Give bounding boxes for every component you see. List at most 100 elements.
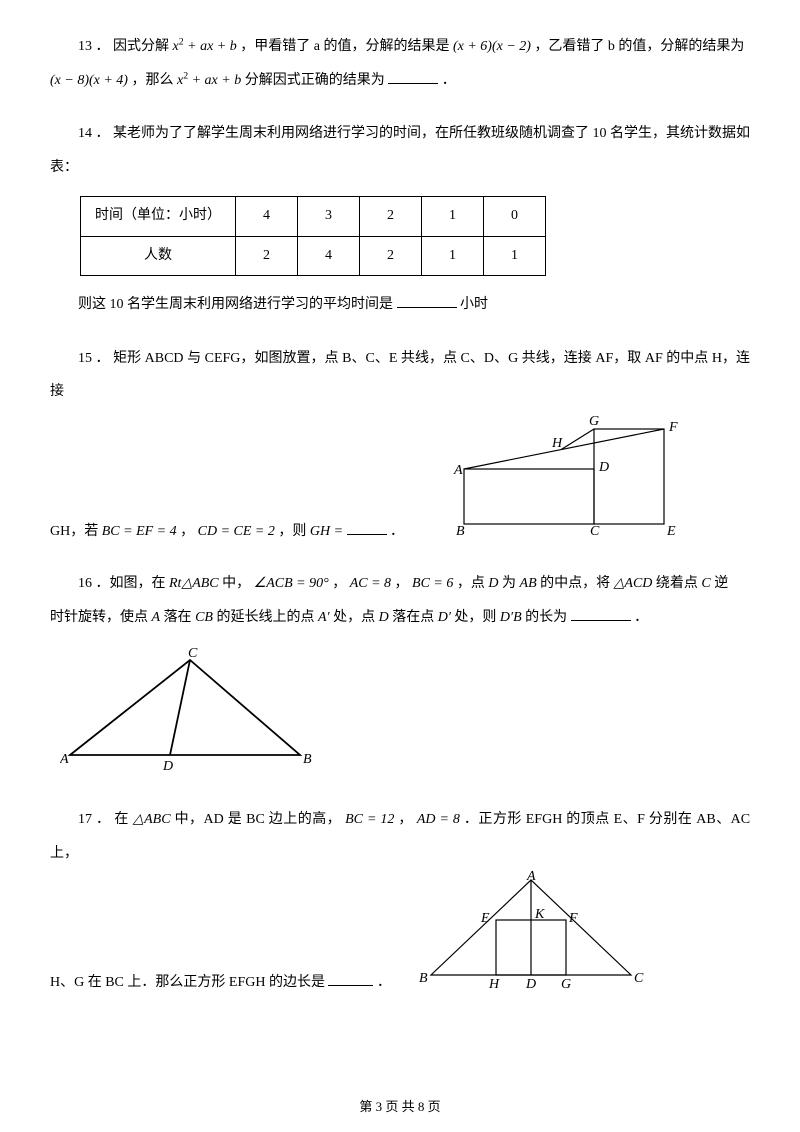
q17-num: 17 bbox=[78, 812, 92, 827]
svg-text:C: C bbox=[590, 524, 600, 539]
q14-line1: 14 ． 某老师为了了解学生周末利用网络进行学习的时间，在所任教班级随机调查了 … bbox=[50, 117, 750, 184]
table-cell: 1 bbox=[484, 236, 546, 275]
q15-t3: ， bbox=[180, 524, 194, 539]
q13-t4: ，那么 bbox=[131, 73, 177, 88]
q16-e11: A′ bbox=[318, 610, 330, 625]
svg-text:E: E bbox=[480, 911, 490, 926]
q17-svg: A B C D E F G H K bbox=[411, 870, 651, 990]
q13-t3: ，乙看错了 b 的值，分解的结果为 bbox=[534, 39, 744, 54]
svg-text:B: B bbox=[419, 971, 428, 986]
question-16: 16 ．如图，在 Rt△ABC 中， ∠ACB = 90° ， AC = 8 ，… bbox=[50, 567, 750, 783]
q14-blank[interactable] bbox=[397, 294, 457, 308]
table-cell: 1 bbox=[422, 236, 484, 275]
q13-expr2: (x + 6)(x − 2) bbox=[453, 39, 531, 54]
q15-blank[interactable] bbox=[347, 521, 387, 535]
q17-flex: H、G 在 BC 上．那么正方形 EFGH 的边长是 ． A B C D E F… bbox=[50, 870, 750, 998]
q13-t5: 分解因式正确的结果为 bbox=[245, 73, 385, 88]
question-15: 15 ． 矩形 ABCD 与 CEFG，如图放置，点 B、C、E 共线，点 C、… bbox=[50, 342, 750, 548]
table-cell: 4 bbox=[236, 197, 298, 236]
table-cell: 2 bbox=[360, 236, 422, 275]
svg-text:B: B bbox=[456, 524, 465, 539]
q14-table: 时间（单位：小时） 4 3 2 1 0 人数 2 4 2 1 1 bbox=[80, 196, 546, 276]
q15-flex: GH，若 BC = EF = 4 ， CD = CE = 2 ，则 GH = ．… bbox=[50, 409, 750, 547]
table-cell: 4 bbox=[298, 236, 360, 275]
q13-t1: ． 因式分解 bbox=[96, 39, 170, 54]
q14-t1: ． 某老师为了了解学生周末利用网络进行学习的时间，在所任教班级随机调查了 10 … bbox=[50, 126, 750, 175]
table-cell: 2 bbox=[236, 236, 298, 275]
q17-blank[interactable] bbox=[328, 972, 373, 986]
q16-e3: AC = 8 bbox=[350, 576, 391, 591]
svg-text:G: G bbox=[561, 977, 571, 990]
q16-t6: 为 bbox=[502, 576, 516, 591]
q13-t2: ，甲看错了 a 的值，分解的结果是 bbox=[240, 39, 449, 54]
svg-text:A: A bbox=[526, 870, 536, 884]
q16-e6: AB bbox=[520, 576, 537, 591]
q15-figure: A B C D E F G H bbox=[434, 409, 694, 547]
svg-text:C: C bbox=[188, 646, 198, 661]
table-row-label: 人数 bbox=[81, 236, 236, 275]
q16-t8: 绕着点 bbox=[656, 576, 698, 591]
question-17: 17 ． 在 △ABC 中，AD 是 BC 边上的高， BC = 12 ， AD… bbox=[50, 803, 750, 999]
q17-line1: 17 ． 在 △ABC 中，AD 是 BC 边上的高， BC = 12 ， AD… bbox=[50, 803, 750, 870]
q16-e5: D bbox=[488, 576, 498, 591]
q17-e3: AD = 8 bbox=[417, 812, 460, 827]
table-header: 时间（单位：小时） bbox=[81, 197, 236, 236]
q16-t10: 时针旋转，使点 bbox=[50, 610, 148, 625]
table-row: 人数 2 4 2 1 1 bbox=[81, 236, 546, 275]
q16-figure: A B C D bbox=[60, 645, 320, 783]
svg-text:B: B bbox=[303, 752, 312, 767]
q17-t2: 中，AD 是 BC 边上的高， bbox=[175, 812, 342, 827]
q15-text-part: GH，若 BC = EF = 4 ， CD = CE = 2 ，则 GH = ． bbox=[50, 517, 404, 548]
q17-text-part: H、G 在 BC 上．那么正方形 EFGH 的边长是 ． bbox=[50, 968, 391, 999]
q17-t6: ． bbox=[377, 975, 391, 990]
table-cell: 1 bbox=[422, 197, 484, 236]
q13-expr3: (x − 8)(x + 4) bbox=[50, 73, 128, 88]
q16-t5: ，点 bbox=[457, 576, 485, 591]
q16-e10: CB bbox=[195, 610, 213, 625]
q15-svg: A B C D E F G H bbox=[434, 409, 694, 539]
svg-text:H: H bbox=[551, 436, 563, 451]
svg-text:F: F bbox=[668, 420, 678, 435]
q17-t3: ， bbox=[398, 812, 412, 827]
table-cell: 0 bbox=[484, 197, 546, 236]
table-cell: 2 bbox=[360, 197, 422, 236]
q15-t4: ，则 bbox=[278, 524, 306, 539]
q16-t4: ， bbox=[395, 576, 409, 591]
q16-t13: 处，点 bbox=[333, 610, 375, 625]
q16-e8: C bbox=[701, 576, 710, 591]
svg-text:K: K bbox=[534, 907, 545, 922]
q17-e2: BC = 12 bbox=[345, 812, 394, 827]
q16-t2: 中， bbox=[222, 576, 250, 591]
q17-t5: H、G 在 BC 上．那么正方形 EFGH 的边长是 bbox=[50, 975, 325, 990]
svg-text:C: C bbox=[634, 971, 644, 986]
q16-line1: 16 ．如图，在 Rt△ABC 中， ∠ACB = 90° ， AC = 8 ，… bbox=[50, 567, 750, 601]
q16-t3: ， bbox=[332, 576, 346, 591]
svg-text:G: G bbox=[589, 414, 599, 429]
svg-text:D: D bbox=[525, 977, 536, 990]
svg-text:D: D bbox=[598, 460, 609, 475]
q16-e14: D′B bbox=[500, 610, 522, 625]
q16-e4: BC = 6 bbox=[412, 576, 453, 591]
q15-t2: GH，若 bbox=[50, 524, 98, 539]
q15-num: 15 bbox=[78, 351, 92, 366]
svg-text:F: F bbox=[568, 911, 578, 926]
svg-text:D: D bbox=[162, 759, 173, 774]
q16-blank[interactable] bbox=[571, 607, 631, 621]
q16-t16: 的长为 bbox=[525, 610, 567, 625]
q16-num: 16 bbox=[78, 576, 92, 591]
q16-e9: A bbox=[152, 610, 161, 625]
q13-blank[interactable] bbox=[388, 70, 438, 84]
q16-e1: Rt△ABC bbox=[169, 576, 219, 591]
question-13: 13 ． 因式分解 x2 + ax + b ，甲看错了 a 的值，分解的结果是 … bbox=[50, 30, 750, 97]
q16-svg: A B C D bbox=[60, 645, 320, 775]
q17-e1: △ABC bbox=[133, 812, 171, 827]
q14-line2: 则这 10 名学生周末利用网络进行学习的平均时间是 小时 bbox=[50, 288, 750, 322]
svg-text:H: H bbox=[488, 977, 500, 990]
q16-t9: 逆 bbox=[714, 576, 728, 591]
q15-t1: ． 矩形 ABCD 与 CEFG，如图放置，点 B、C、E 共线，点 C、D、G… bbox=[50, 351, 750, 400]
q16-t1: ．如图，在 bbox=[96, 576, 166, 591]
q16-e2: ∠ACB = 90° bbox=[254, 576, 329, 591]
q13-expr1: x2 + ax + b bbox=[173, 39, 237, 54]
q15-cond2: CD = CE = 2 bbox=[198, 524, 275, 539]
table-cell: 3 bbox=[298, 197, 360, 236]
